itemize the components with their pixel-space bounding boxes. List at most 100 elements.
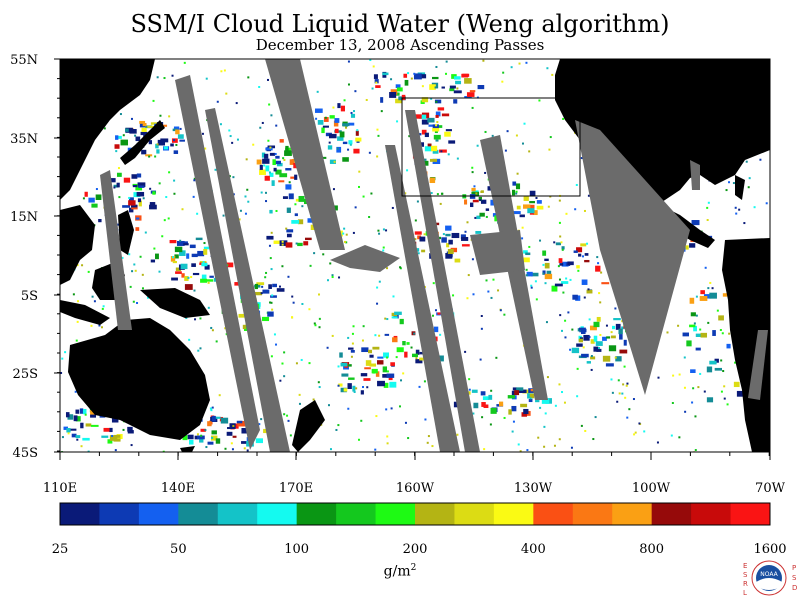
cloud-pixel — [706, 206, 709, 209]
cloud-pixel — [377, 360, 384, 365]
cloud-pixel — [81, 264, 84, 267]
cloud-pixel — [265, 271, 268, 274]
cloud-pixel — [353, 391, 356, 394]
cloud-pixel — [366, 386, 369, 389]
cloud-pixel — [477, 85, 485, 90]
colorbar-tick-label: 800 — [639, 542, 664, 557]
cloud-pixel — [329, 262, 332, 265]
cloud-pixel — [581, 279, 588, 285]
cloud-pixel — [559, 263, 564, 266]
cloud-pixel — [413, 332, 416, 335]
cloud-pixel — [435, 100, 438, 103]
cloud-pixel — [618, 328, 623, 335]
cloud-pixel — [395, 356, 398, 359]
cloud-pixel — [469, 90, 476, 93]
cloud-pixel — [558, 438, 561, 441]
cloud-pixel — [325, 132, 332, 137]
cloud-pixel — [160, 138, 169, 143]
cloud-pixel — [227, 427, 232, 430]
cloud-pixel — [273, 240, 280, 244]
cloud-pixel — [464, 350, 467, 353]
cloud-pixel — [161, 235, 164, 238]
cloud-pixel — [375, 81, 378, 84]
cloud-pixel — [181, 273, 185, 278]
cloud-pixel — [525, 274, 528, 277]
cloud-pixel — [124, 128, 129, 132]
cloud-pixel — [689, 297, 695, 304]
cloud-pixel — [519, 214, 525, 218]
cloud-pixel — [402, 341, 406, 346]
cloud-pixel — [341, 373, 349, 377]
cloud-pixel — [432, 282, 435, 285]
cloud-pixel — [327, 404, 330, 407]
cloud-pixel — [699, 372, 702, 375]
cloud-pixel — [342, 157, 349, 162]
cloud-pixel — [354, 90, 357, 93]
cloud-pixel — [625, 384, 628, 387]
cloud-pixel — [574, 208, 577, 211]
cloud-pixel — [525, 252, 531, 256]
cloud-pixel — [378, 280, 381, 283]
cloud-pixel — [376, 302, 379, 305]
cloud-pixel — [709, 292, 717, 299]
cloud-pixel — [558, 221, 561, 224]
cloud-pixel — [482, 59, 485, 62]
cloud-pixel — [461, 73, 469, 78]
cloud-pixel — [447, 248, 454, 255]
cloud-pixel — [522, 257, 530, 263]
cloud-pixel — [408, 135, 411, 138]
cloud-pixel — [66, 428, 71, 433]
cloud-pixel — [375, 85, 381, 88]
cloud-pixel — [378, 232, 381, 235]
cloud-pixel — [211, 329, 214, 332]
colorbar — [59, 502, 771, 526]
cloud-pixel — [456, 433, 459, 436]
cloud-pixel — [490, 389, 493, 392]
cloud-pixel — [281, 243, 284, 246]
cloud-pixel — [695, 314, 698, 317]
cloud-pixel — [186, 253, 190, 259]
cloud-pixel — [605, 363, 614, 367]
cloud-pixel — [678, 436, 681, 439]
cloud-pixel — [327, 279, 330, 282]
cloud-pixel — [485, 208, 490, 211]
cloud-pixel — [301, 302, 304, 305]
cloud-pixel — [281, 362, 284, 365]
cloud-pixel — [564, 336, 567, 339]
cloud-pixel — [700, 332, 708, 338]
cloud-pixel — [439, 202, 442, 205]
cloud-pixel — [455, 80, 462, 85]
cloud-pixel — [270, 114, 273, 117]
cloud-pixel — [354, 206, 357, 209]
cloud-pixel — [347, 60, 350, 63]
cloud-pixel — [285, 168, 292, 171]
cloud-pixel — [176, 240, 185, 246]
cloud-pixel — [598, 347, 601, 350]
cloud-pixel — [281, 265, 284, 268]
cloud-pixel — [267, 311, 274, 317]
cloud-pixel — [490, 296, 493, 299]
cloud-pixel — [431, 314, 434, 317]
cloud-pixel — [343, 388, 348, 392]
cloud-pixel — [432, 76, 439, 80]
cloud-pixel — [75, 409, 80, 414]
cloud-pixel — [374, 79, 379, 84]
cloud-pixel — [113, 184, 119, 188]
cloud-pixel — [589, 325, 597, 331]
cloud-pixel — [322, 253, 325, 256]
cloud-pixel — [530, 272, 539, 277]
cloud-pixel — [137, 182, 146, 188]
cloud-pixel — [599, 333, 602, 336]
cloud-pixel — [385, 408, 388, 411]
cloud-pixel — [528, 399, 533, 403]
cloud-pixel — [214, 168, 217, 171]
cloud-pixel — [120, 139, 129, 146]
cloud-pixel — [193, 179, 196, 182]
cloud-pixel — [245, 158, 248, 161]
cloud-pixel — [337, 136, 344, 141]
cloud-pixel — [211, 415, 216, 422]
cloud-pixel — [242, 324, 246, 330]
cloud-pixel — [374, 334, 377, 337]
cloud-pixel — [282, 157, 285, 160]
cloud-pixel — [201, 262, 208, 267]
